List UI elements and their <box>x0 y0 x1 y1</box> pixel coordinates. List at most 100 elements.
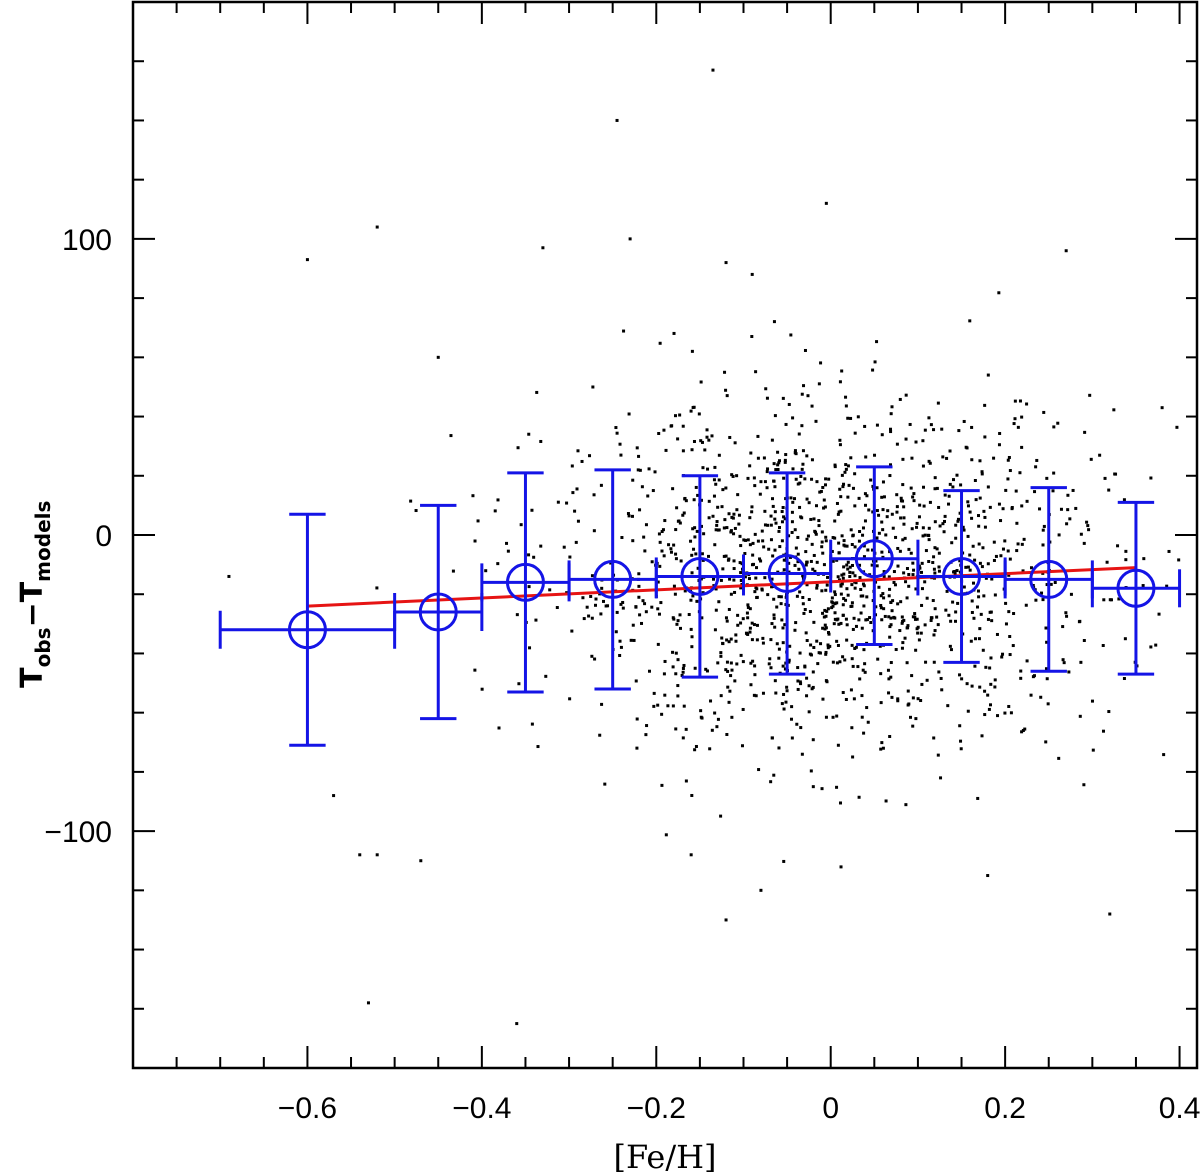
scatter-point <box>681 666 685 670</box>
scatter-point <box>705 428 709 432</box>
scatter-point <box>669 550 673 554</box>
scatter-point <box>958 724 962 728</box>
scatter-point <box>811 670 815 674</box>
scatter-point <box>530 508 534 512</box>
scatter-point <box>992 540 996 544</box>
scatter-point <box>796 552 800 556</box>
scatter-point <box>671 650 675 654</box>
scatter-point <box>977 637 981 641</box>
scatter-point <box>794 452 798 456</box>
scatter-point <box>664 448 668 452</box>
scatter-point <box>931 599 935 603</box>
scatter-point <box>599 483 603 487</box>
scatter-point <box>896 546 900 550</box>
scatter-point <box>849 456 853 460</box>
scatter-point <box>866 720 870 724</box>
scatter-point <box>590 654 594 658</box>
scatter-point <box>643 602 647 606</box>
scatter-point <box>790 736 794 740</box>
scatter-point <box>894 535 898 539</box>
scatter-point <box>838 487 842 491</box>
scatter-point <box>835 714 839 718</box>
scatter-point <box>692 439 696 443</box>
scatter-point <box>451 569 455 573</box>
scatter-point <box>721 567 725 571</box>
scatter-point <box>366 1001 370 1005</box>
scatter-point <box>619 645 623 649</box>
scatter-point <box>1045 583 1049 587</box>
binned-point <box>741 471 833 676</box>
x-tick-label: 0 <box>822 1092 839 1125</box>
scatter-point <box>851 627 855 631</box>
scatter-point <box>936 753 940 757</box>
scatter-point <box>574 540 578 544</box>
scatter-point <box>777 746 781 750</box>
scatter-point <box>692 547 696 551</box>
scatter-point <box>662 672 666 676</box>
scatter-point <box>857 795 861 799</box>
scatter-point <box>982 594 986 598</box>
scatter-point <box>699 524 703 528</box>
scatter-point <box>527 585 531 589</box>
scatter-point <box>539 544 543 548</box>
scatter-point <box>692 498 696 502</box>
scatter-point <box>989 703 993 707</box>
scatter-point <box>977 514 981 518</box>
scatter-point <box>820 545 824 549</box>
scatter-point <box>1042 524 1046 528</box>
scatter-point <box>748 543 752 547</box>
scatter-point <box>987 707 991 711</box>
scatter-point <box>750 638 754 642</box>
scatter-point <box>892 570 896 574</box>
scatter-point <box>895 505 899 509</box>
scatter-point <box>882 570 886 574</box>
scatter-point <box>1107 710 1111 714</box>
scatter-point <box>627 514 631 518</box>
scatter-point <box>973 558 977 562</box>
scatter-point <box>1165 584 1169 588</box>
scatter-point <box>689 598 693 602</box>
axis-ticks <box>132 1 1197 1069</box>
scatter-point <box>555 606 559 610</box>
scatter-point <box>728 577 732 581</box>
x-tick-label: 0.4 <box>1159 1092 1200 1125</box>
scatter-point <box>1053 580 1057 584</box>
scatter-point <box>770 438 774 442</box>
scatter-point <box>945 456 949 460</box>
scatter-point <box>776 450 780 454</box>
scatter-point <box>836 575 840 579</box>
scatter-point <box>601 599 605 603</box>
scatter-point <box>419 859 423 863</box>
scatter-point <box>837 541 841 545</box>
scatter-point <box>656 607 660 611</box>
scatter-point <box>1001 507 1005 511</box>
scatter-point <box>977 524 981 528</box>
scatter-point <box>833 463 837 467</box>
scatter-point <box>819 489 823 493</box>
scatter-point <box>1046 702 1050 706</box>
scatter-point <box>893 616 897 620</box>
scatter-point <box>973 637 977 641</box>
scatter-point <box>873 360 877 364</box>
scatter-point <box>1157 612 1161 616</box>
scatter-point <box>691 594 695 598</box>
scatter-point <box>473 668 477 672</box>
scatter-point <box>783 667 787 671</box>
scatter-point <box>703 448 707 452</box>
scatter-point <box>942 530 946 534</box>
scatter-point <box>965 446 969 450</box>
scatter-point <box>791 467 795 471</box>
scatter-point <box>981 546 985 550</box>
scatter-point <box>962 419 966 423</box>
scatter-point <box>600 586 604 590</box>
scatter-point <box>761 691 765 695</box>
scatter-point <box>576 519 580 523</box>
scatter-point <box>818 490 822 494</box>
scatter-point <box>886 668 890 672</box>
scatter-point <box>903 636 907 640</box>
scatter-point <box>699 715 703 719</box>
scatter-point <box>787 658 791 662</box>
scatter-point <box>736 493 740 497</box>
scatter-point <box>669 424 673 428</box>
scatter-point <box>754 370 758 374</box>
